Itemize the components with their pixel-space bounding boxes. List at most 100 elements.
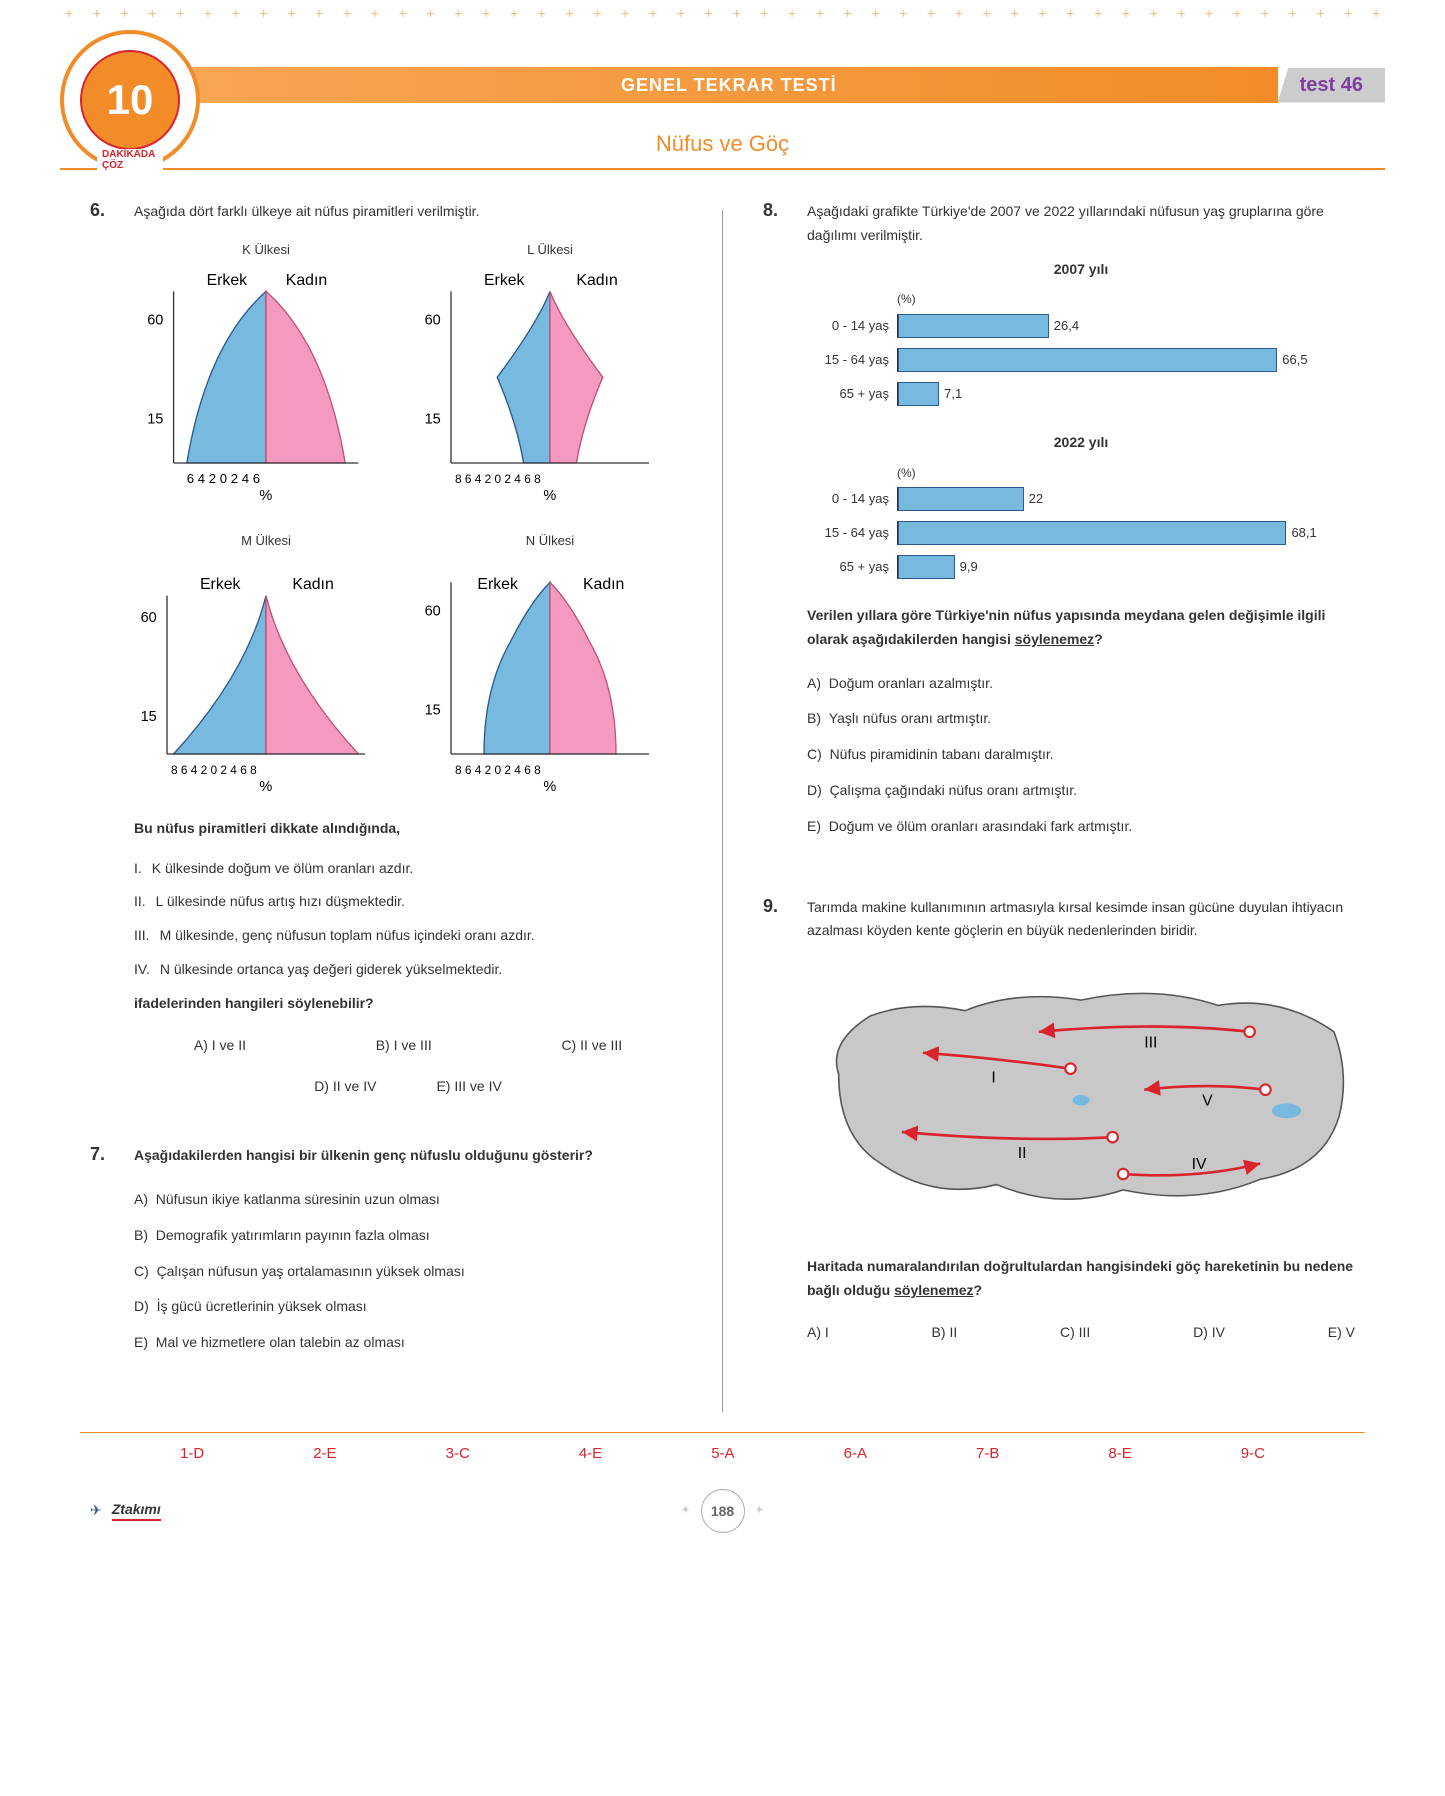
q8-c0-r0-label: 0 - 14 yaş: [807, 315, 897, 337]
svg-text:%: %: [259, 488, 272, 503]
q6-options-row2: D) II ve IV E) III ve IV: [134, 1075, 682, 1099]
q9-opt-d[interactable]: D) IV: [1193, 1321, 1225, 1345]
q8-chart-2007: 2007 yılı (%) 0 - 14 yaş26,4 15 - 64 yaş…: [807, 258, 1355, 406]
pyramid-L: L Ülkesi Erkek Kadın 60 15: [418, 239, 682, 510]
svg-text:8 6 4 2 0 2 4 6 8: 8 6 4 2 0 2 4 6 8: [171, 763, 257, 777]
ans-9: 9-C: [1241, 1445, 1265, 1462]
q6-s1-n: I.: [134, 857, 142, 881]
ans-2: 2-E: [313, 1445, 336, 1462]
q8-opt-e[interactable]: E) Doğum ve ölüm oranları arasındaki far…: [807, 815, 1355, 839]
q6-options-row1: A) I ve II B) I ve III C) II ve III: [134, 1034, 682, 1058]
test-label: test: [1300, 74, 1336, 96]
publisher-icon: ✈: [90, 1502, 102, 1519]
q8-opt-b[interactable]: B) Yaşlı nüfus oranı artmıştır.: [807, 707, 1355, 731]
q8-c1-r0-label: 0 - 14 yaş: [807, 488, 897, 510]
q6-opt-a[interactable]: A) I ve II: [194, 1034, 246, 1058]
svg-text:%: %: [543, 779, 556, 794]
left-column: 6. Aşağıda dört farklı ülkeye ait nüfus …: [90, 200, 682, 1412]
q8-opt-c[interactable]: C) Nüfus piramidinin tabanı daralmıştır.: [807, 743, 1355, 767]
q9-opt-c[interactable]: C) III: [1060, 1321, 1090, 1345]
q7-opt-e[interactable]: E) Mal ve hizmetlere olan talebin az olm…: [134, 1331, 682, 1355]
question-7: 7. Aşağıdakilerden hangisi bir ülkenin g…: [90, 1144, 682, 1367]
q9-number: 9.: [763, 896, 791, 1345]
q6-intro: Aşağıda dört farklı ülkeye ait nüfus pir…: [134, 200, 682, 224]
answer-key: 1-D 2-E 3-C 4-E 5-A 6-A 7-B 8-E 9-C: [80, 1432, 1365, 1474]
page-footer: ✈ Ztakımı 188: [0, 1474, 1445, 1548]
svg-text:I: I: [991, 1069, 995, 1086]
ans-3: 3-C: [446, 1445, 470, 1462]
pyramid-M-title: M Ülkesi: [134, 530, 398, 552]
q6-pyramids: K Ülkesi Erkek Kadın 60 15: [134, 239, 682, 802]
q6-prompt: Bu nüfus piramitleri dikkate alındığında…: [134, 817, 682, 841]
svg-text:II: II: [1018, 1145, 1027, 1162]
q9-map: I II III IV: [807, 958, 1355, 1240]
q6-statements: I. K ülkesinde doğum ve ölüm oranları azd…: [134, 857, 682, 982]
q8-c0-r0-val: 26,4: [1054, 315, 1079, 337]
svg-text:V: V: [1202, 1093, 1213, 1110]
question-8: 8. Aşağıdaki grafikte Türkiye'de 2007 ve…: [763, 200, 1355, 851]
header-bar: 10 DAKİKADA ÇÖZ GENEL TEKRAR TESTİ test …: [60, 50, 1385, 120]
q7-opt-b[interactable]: B) Demografik yatırımların payının fazla…: [134, 1224, 682, 1248]
q8-opt-d[interactable]: D) Çalışma çağındaki nüfus oranı artmışt…: [807, 779, 1355, 803]
q8-c0-r2-label: 65 + yaş: [807, 383, 897, 405]
q6-s1-t: K ülkesinde doğum ve ölüm oranları azdır…: [152, 857, 413, 881]
q8-opt-a[interactable]: A) Doğum oranları azalmıştır.: [807, 672, 1355, 696]
q6-opt-e[interactable]: E) III ve IV: [436, 1075, 501, 1099]
q6-s2-n: II.: [134, 890, 146, 914]
pyramid-N-male: Erkek: [477, 576, 518, 593]
svg-text:15: 15: [141, 709, 157, 725]
content-columns: 6. Aşağıda dört farklı ülkeye ait nüfus …: [0, 170, 1445, 1432]
q9-opt-b[interactable]: B) II: [932, 1321, 958, 1345]
page-subtitle: Nüfus ve Göç: [656, 131, 789, 157]
q6-s2-t: L ülkesinde nüfus artış hızı düşmektedir…: [156, 890, 405, 914]
q6-s3-n: III.: [134, 924, 150, 948]
pyramid-L-title: L Ülkesi: [418, 239, 682, 261]
publisher-logo: Ztakımı: [112, 1501, 161, 1521]
q8-chart-2007-title: 2007 yılı: [807, 258, 1355, 282]
q8-c0-r1-val: 66,5: [1282, 349, 1307, 371]
q8-intro: Aşağıdaki grafikte Türkiye'de 2007 ve 20…: [807, 200, 1355, 248]
pyramid-K-svg: Erkek Kadın 60 15 6 4 2 0 2 4 6: [134, 265, 398, 503]
q9-opt-e[interactable]: E) V: [1328, 1321, 1355, 1345]
page: ++++++++++++++++++++++++++++++++++++++++…: [0, 0, 1445, 1548]
q9-options: A) I B) II C) III D) IV E) V: [807, 1321, 1355, 1345]
badge-number: 10: [80, 50, 180, 150]
q6-opt-d[interactable]: D) II ve IV: [314, 1075, 376, 1099]
svg-text:60: 60: [425, 604, 441, 620]
q8-c0-r2-val: 7,1: [944, 383, 962, 405]
q8-chart-2007-pct: (%): [897, 289, 1355, 309]
svg-text:15: 15: [425, 703, 441, 719]
svg-text:6 4 2 0 2 4 6: 6 4 2 0 2 4 6: [187, 471, 260, 486]
q9-intro: Tarımda makine kullanımının artmasıyla k…: [807, 896, 1355, 944]
q9-opt-a[interactable]: A) I: [807, 1321, 829, 1345]
q7-opt-c[interactable]: C) Çalışan nüfusun yaş ortalamasının yük…: [134, 1260, 682, 1284]
question-9: 9. Tarımda makine kullanımının artmasıyl…: [763, 896, 1355, 1345]
question-6: 6. Aşağıda dört farklı ülkeye ait nüfus …: [90, 200, 682, 1099]
q8-chart-2022: 2022 yılı (%) 0 - 14 yaş22 15 - 64 yaş68…: [807, 431, 1355, 579]
pyramid-M-female: Kadın: [292, 576, 333, 593]
svg-text:%: %: [259, 779, 272, 794]
q6-ask: ifadelerinden hangileri söylenebilir?: [134, 992, 682, 1016]
q7-ask: Aşağıdakilerden hangisi bir ülkenin genç…: [134, 1144, 682, 1168]
column-divider: [722, 210, 723, 1412]
badge-subtitle: DAKİKADA ÇÖZ: [97, 149, 163, 171]
pyramid-K-female: Kadın: [286, 272, 327, 289]
q9-ask: Haritada numaralandırılan doğrultulardan…: [807, 1255, 1355, 1303]
pyramid-L-female: Kadın: [576, 272, 617, 289]
q8-c1-r1-label: 15 - 64 yaş: [807, 522, 897, 544]
pyramid-M-svg: Erkek Kadın 60 15 8 6 4 2 0 2 4 6 8: [134, 556, 398, 794]
q7-opt-d[interactable]: D) İş gücü ücretlerinin yüksek olması: [134, 1295, 682, 1319]
turkey-map-svg: I II III IV: [807, 958, 1355, 1232]
q7-options: A) Nüfusun ikiye katlanma süresinin uzun…: [134, 1188, 682, 1355]
svg-text:8 6 4 2 0 2 4 6 8: 8 6 4 2 0 2 4 6 8: [455, 472, 541, 486]
pyramid-N-svg: Erkek Kadın 60 15 8 6 4 2 0 2 4 6 8: [418, 556, 682, 794]
q6-opt-b[interactable]: B) I ve III: [376, 1034, 432, 1058]
q7-opt-a[interactable]: A) Nüfusun ikiye katlanma süresinin uzun…: [134, 1188, 682, 1212]
right-column: 8. Aşağıdaki grafikte Türkiye'de 2007 ve…: [763, 200, 1355, 1412]
subtitle-row: Nüfus ve Göç: [60, 120, 1385, 170]
q6-opt-c[interactable]: C) II ve III: [561, 1034, 622, 1058]
svg-text:15: 15: [147, 411, 163, 427]
decorative-crosses: ++++++++++++++++++++++++++++++++++++++++…: [0, 0, 1445, 50]
ans-7: 7-B: [976, 1445, 999, 1462]
q6-number: 6.: [90, 200, 118, 1099]
